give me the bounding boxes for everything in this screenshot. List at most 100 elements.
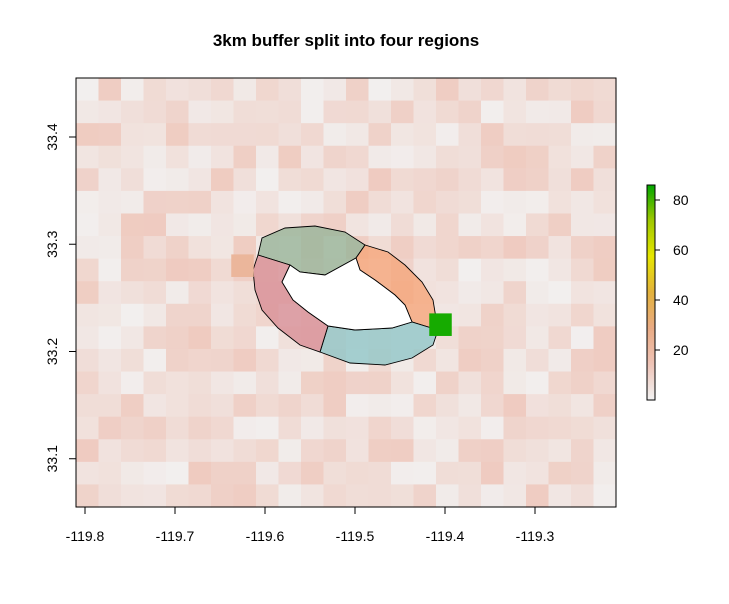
- heat-cell: [458, 394, 482, 418]
- heat-cell: [256, 484, 280, 508]
- colorbar-tick-label: 20: [673, 342, 689, 358]
- colorbar-segment: [647, 382, 655, 385]
- heat-cell: [143, 168, 167, 192]
- heat-cell: [346, 461, 370, 486]
- heat-cell: [233, 281, 257, 305]
- heat-cell: [593, 100, 617, 124]
- heat-cell: [368, 484, 392, 508]
- heat-cell: [593, 145, 617, 169]
- heat-cell: [346, 416, 370, 440]
- colorbar-segment: [647, 372, 655, 375]
- heat-cell: [166, 326, 190, 350]
- heat-cell: [76, 213, 100, 237]
- heat-cell: [188, 303, 212, 327]
- heat-cell: [256, 416, 280, 440]
- heat-cell: [188, 439, 212, 463]
- heat-cell: [413, 190, 437, 215]
- heat-cell: [233, 416, 257, 440]
- heat-cell: [166, 213, 190, 237]
- heat-cell: [436, 281, 460, 305]
- heat-cell: [143, 281, 167, 305]
- heat-cell: [143, 236, 167, 260]
- heat-cell: [436, 78, 460, 102]
- heat-cell: [98, 258, 122, 282]
- heat-cell: [481, 213, 505, 237]
- heat-cell: [571, 236, 595, 260]
- colorbar-segment: [647, 386, 655, 389]
- heat-cell: [571, 78, 595, 102]
- heat-cell: [571, 439, 595, 463]
- heat-cell: [76, 439, 100, 463]
- colorbar-segment: [647, 336, 655, 339]
- heat-cell: [458, 461, 482, 486]
- heat-cell: [143, 123, 167, 147]
- heat-cell: [458, 213, 482, 237]
- heat-cell: [166, 281, 190, 305]
- heat-cell: [233, 394, 257, 418]
- heat-cell: [121, 394, 145, 418]
- colorbar-segment: [647, 242, 655, 246]
- heat-cell: [413, 236, 437, 260]
- heat-cell: [76, 394, 100, 418]
- heat-cell: [323, 416, 347, 440]
- colorbar-segment: [647, 310, 655, 314]
- heat-cell: [481, 371, 505, 395]
- colorbar-segment: [647, 244, 655, 248]
- colorbar-segment: [647, 326, 655, 329]
- heat-cell: [98, 190, 122, 215]
- colorbar-segment: [647, 398, 655, 401]
- colorbar-segment: [647, 202, 655, 206]
- heat-cell: [593, 213, 617, 237]
- heat-cell: [436, 416, 460, 440]
- heat-cell: [413, 168, 437, 192]
- heat-cell: [143, 348, 167, 373]
- colorbar-segment: [647, 252, 655, 256]
- heat-cell: [143, 416, 167, 440]
- heat-cell: [346, 190, 370, 215]
- heat-cell: [346, 145, 370, 169]
- colorbar-segment: [647, 280, 655, 284]
- colorbar-segment: [647, 362, 655, 365]
- heat-cell: [278, 145, 302, 169]
- colorbar-segment: [647, 356, 655, 359]
- heat-cell: [76, 281, 100, 305]
- heat-cell: [166, 348, 190, 373]
- heat-cell: [481, 123, 505, 147]
- heat-cell: [503, 145, 527, 169]
- colorbar-segment: [647, 350, 655, 353]
- heat-cell: [481, 281, 505, 305]
- heat-cell: [368, 145, 392, 169]
- heat-cell: [256, 168, 280, 192]
- heat-cell: [346, 123, 370, 147]
- heat-cell: [548, 394, 572, 418]
- colorbar-segment: [647, 226, 655, 230]
- colorbar-segment: [647, 292, 655, 296]
- colorbar-segment: [647, 270, 655, 274]
- heat-cell: [391, 123, 415, 147]
- heat-cell: [121, 123, 145, 147]
- heat-cell: [233, 236, 257, 260]
- heat-cell: [458, 439, 482, 463]
- heat-cell: [368, 461, 392, 486]
- heat-cell: [256, 145, 280, 169]
- heat-cell: [301, 123, 325, 147]
- heat-cell: [368, 416, 392, 440]
- heat-cell: [188, 123, 212, 147]
- heat-cell: [278, 348, 302, 373]
- heat-cell: [503, 439, 527, 463]
- heat-cell: [211, 439, 235, 463]
- colorbar-segment: [647, 284, 655, 288]
- heat-cell: [233, 439, 257, 463]
- heat-cell: [166, 190, 190, 215]
- heat-cell: [571, 371, 595, 395]
- heat-cell: [211, 258, 235, 282]
- heat-cell: [458, 78, 482, 102]
- heat-cell: [98, 439, 122, 463]
- heat-cell: [458, 371, 482, 395]
- heat-cell: [503, 213, 527, 237]
- heatmap-cells: [76, 78, 617, 508]
- heat-cell: [548, 281, 572, 305]
- heat-cell: [166, 394, 190, 418]
- colorbar-segment: [647, 276, 655, 280]
- heat-cell: [233, 190, 257, 215]
